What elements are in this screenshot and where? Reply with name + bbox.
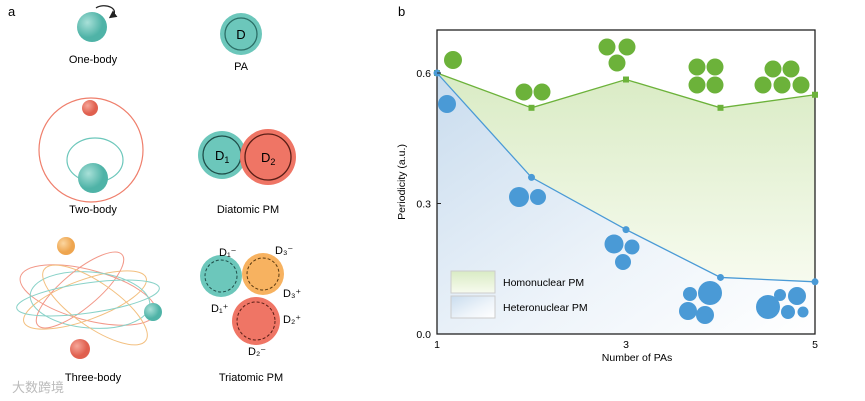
cluster-1-icon: [444, 51, 462, 69]
panel-b-label: b: [398, 4, 405, 19]
cluster-3-icon: [604, 234, 640, 270]
legend-swatch-heteronuclear: [450, 295, 496, 319]
legend: Homonuclear PM Heteronuclear PM: [450, 270, 588, 319]
data-point: [528, 173, 535, 181]
legend-swatch-homonuclear: [450, 270, 496, 294]
data-point: [528, 104, 535, 111]
red-sphere-icon: [82, 100, 98, 116]
cluster-5-icon: [754, 60, 810, 94]
triatomic-illustration: D₁⁻ D₁⁺ D₃⁻ D₃⁺ D₂⁺ D₂⁻ Triatomic PM: [200, 245, 301, 384]
d2-disc-icon: [240, 129, 296, 185]
cluster-4-icon: [679, 281, 722, 324]
two-body-illustration: Two-body: [38, 97, 144, 216]
rotation-arrow-icon: [95, 5, 118, 19]
data-point: [623, 76, 629, 83]
plot-frame: [436, 29, 816, 335]
d2-symbol: D2: [261, 150, 275, 167]
d2-disc-icon: [232, 297, 280, 345]
pa-disc-icon: [220, 13, 262, 55]
pa-symbol: D: [236, 27, 245, 42]
outer-orbit-icon: [38, 97, 144, 203]
y-tick-label: 0.6: [416, 68, 431, 80]
three-body-illustration: Three-body: [16, 237, 162, 384]
cluster-2-icon: [509, 187, 546, 207]
caption-two-body: Two-body: [69, 204, 117, 216]
periodicity-chart: Homonuclear PM Heteronuclear PM 0.00.30.…: [396, 29, 819, 364]
d1-disc-icon: [200, 255, 242, 297]
y-axis-label: Periodicity (a.u.): [396, 144, 408, 220]
y-axis-ticks: 0.0 0.3 0.6: [416, 68, 441, 341]
teal-sphere-icon: [144, 303, 162, 321]
d1-minus-symbol: D₁⁻: [219, 247, 237, 259]
caption-three-body: Three-body: [65, 372, 122, 384]
d2-minus-symbol: D₂⁻: [248, 346, 266, 358]
orbit-ring-icon: [224, 17, 258, 51]
caption-triatomic: Triatomic PM: [219, 372, 283, 384]
homonuclear-cluster-icons: [444, 38, 810, 101]
x-tick-label: 5: [812, 339, 818, 351]
data-point: [717, 104, 724, 111]
orbit-ring-icon: [204, 259, 238, 293]
d3-minus-symbol: D₃⁻: [275, 245, 293, 257]
cluster-1-icon: [438, 95, 456, 113]
watermark: 大数跨境: [12, 380, 64, 395]
diatomic-illustration: D1 D2 Diatomic PM: [198, 129, 296, 216]
cluster-2-icon: [515, 83, 551, 101]
y-tick-label: 0.3: [416, 199, 431, 211]
data-point: [811, 278, 819, 286]
orbit-ring-icon: [236, 301, 276, 341]
data-point: [717, 273, 724, 281]
x-tick-label: 3: [623, 339, 629, 351]
pa-illustration: D PA: [220, 13, 262, 73]
d1-disc-icon: [198, 131, 246, 179]
caption-pa: PA: [234, 61, 249, 73]
caption-diatomic: Diatomic PM: [217, 204, 279, 216]
cluster-3-icon: [598, 38, 636, 72]
teal-sphere-icon: [78, 163, 108, 193]
d1-symbol: D1: [215, 148, 229, 165]
heteronuclear-area: [437, 73, 815, 334]
x-axis-ticks: 1 3 5: [434, 339, 818, 351]
orange-sphere-icon: [57, 237, 75, 255]
one-body-illustration: One-body: [69, 5, 118, 66]
legend-label-heteronuclear: Heteronuclear PM: [503, 302, 588, 314]
d1-plus-symbol: D₁⁺: [211, 303, 229, 315]
x-tick-label: 1: [434, 339, 440, 351]
d3-plus-symbol: D₃⁺: [283, 288, 301, 300]
legend-label-homonuclear: Homonuclear PM: [503, 277, 584, 289]
heteronuclear-cluster-icons: [438, 95, 809, 324]
homonuclear-area: [437, 73, 815, 282]
cluster-4-icon: [688, 58, 724, 94]
orbit-ring-icon: [246, 257, 280, 291]
x-axis-label: Number of PAs: [602, 352, 672, 364]
d3-disc-icon: [242, 253, 284, 295]
caption-one-body: One-body: [69, 54, 118, 66]
y-tick-label: 0.0: [416, 329, 431, 341]
red-sphere-icon: [70, 339, 90, 359]
panel-a-label: a: [8, 4, 16, 19]
data-point: [812, 91, 818, 98]
orbit-ring-icon: [244, 133, 292, 181]
teal-sphere-icon: [77, 12, 107, 42]
data-point: [622, 226, 630, 234]
d2-plus-symbol: D₂⁺: [283, 314, 301, 326]
cluster-5-icon: [756, 287, 809, 319]
